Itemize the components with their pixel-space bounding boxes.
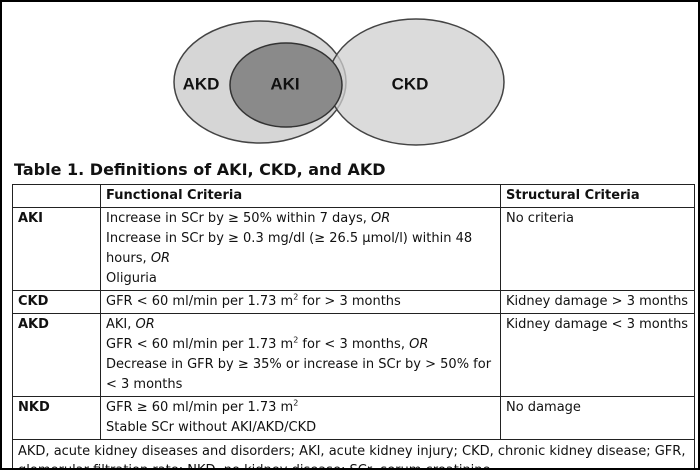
text-run: hours, xyxy=(106,251,151,266)
cell-line: hours, OR xyxy=(106,249,495,269)
text-run: for < 3 months, xyxy=(298,337,410,352)
structural-cell: Kidney damage < 3 months xyxy=(500,313,695,397)
cell-line: No criteria xyxy=(506,209,689,229)
header-row: Functional Criteria Structural Criteria xyxy=(12,184,695,208)
text-run: GFR ≥ 60 ml/min per 1.73 m xyxy=(106,400,294,415)
cell-line: GFR ≥ 60 ml/min per 1.73 m2 xyxy=(106,398,495,418)
cell-line: No damage xyxy=(506,398,689,418)
definitions-table: Functional Criteria Structural Criteria AK… xyxy=(12,184,695,468)
row-label: AKI xyxy=(12,207,101,291)
venn-label: AKI xyxy=(270,74,299,93)
structural-cell: Kidney damage > 3 months xyxy=(500,290,695,314)
text-run: No damage xyxy=(506,400,581,415)
footnote-row: AKD, acute kidney diseases and disorders… xyxy=(12,439,695,468)
cell-line: Kidney damage > 3 months xyxy=(506,292,689,312)
text-run: Decrease in GFR by ≥ 35% or increase in … xyxy=(106,357,492,372)
text-run: < 3 months xyxy=(106,377,183,392)
functional-cell: Increase in SCr by ≥ 50% within 7 days, … xyxy=(100,207,501,291)
superscript: 2 xyxy=(293,335,299,345)
header-cell: Structural Criteria xyxy=(500,184,695,208)
venn-diagram: AKD AKI CKD xyxy=(173,18,505,146)
text-run: Kidney damage < 3 months xyxy=(506,317,689,332)
cell-line: Increase in SCr by ≥ 0.3 mg/dl (≥ 26.5 µ… xyxy=(106,229,495,249)
text-run: for > 3 months xyxy=(298,294,401,309)
italic-run: OR xyxy=(150,251,171,266)
superscript: 2 xyxy=(293,292,299,302)
venn-label: CKD xyxy=(392,74,429,93)
cell-line: Kidney damage < 3 months xyxy=(506,315,689,335)
text-run: No criteria xyxy=(506,211,574,226)
superscript: 2 xyxy=(293,398,299,408)
cell-line: < 3 months xyxy=(106,375,495,395)
text-run: GFR < 60 ml/min per 1.73 m xyxy=(106,294,294,309)
text-run: Oliguria xyxy=(106,271,157,286)
table-row: NKD GFR ≥ 60 ml/min per 1.73 m2 Stable SCr… xyxy=(12,396,695,440)
row-label: NKD xyxy=(12,396,101,440)
table-title: Table 1. Definitions of AKI, CKD, and AK… xyxy=(14,160,386,179)
structural-cell: No criteria xyxy=(500,207,695,291)
venn-label: AKD xyxy=(183,74,220,93)
table-row: AKI Increase in SCr by ≥ 50% within 7 day… xyxy=(12,207,695,291)
cell-line: Decrease in GFR by ≥ 35% or increase in … xyxy=(106,355,495,375)
text-run: Increase in SCr by ≥ 50% within 7 days, xyxy=(106,211,371,226)
functional-cell: GFR ≥ 60 ml/min per 1.73 m2 Stable SCr wi… xyxy=(100,396,501,440)
structural-cell: No damage xyxy=(500,396,695,440)
table-row: AKD AKI, OR GFR < 60 ml/min per 1.73 m2 fo… xyxy=(12,313,695,397)
cell-line: Stable SCr without AKI/AKD/CKD xyxy=(106,418,495,438)
footnote: AKD, acute kidney diseases and disorders… xyxy=(12,439,695,468)
header-cell xyxy=(12,184,101,208)
functional-cell: AKI, OR GFR < 60 ml/min per 1.73 m2 for <… xyxy=(100,313,501,397)
cell-line: Increase in SCr by ≥ 50% within 7 days, … xyxy=(106,209,495,229)
text-run: GFR < 60 ml/min per 1.73 m xyxy=(106,337,294,352)
text-run: Kidney damage > 3 months xyxy=(506,294,689,309)
functional-cell: GFR < 60 ml/min per 1.73 m2 for > 3 mont… xyxy=(100,290,501,314)
cell-line: GFR < 60 ml/min per 1.73 m2 for < 3 mont… xyxy=(106,335,495,355)
text-run: Increase in SCr by ≥ 0.3 mg/dl (≥ 26.5 µ… xyxy=(106,231,473,246)
cell-line: AKI, OR xyxy=(106,315,495,335)
text-run: Stable SCr without AKI/AKD/CKD xyxy=(106,420,317,435)
header-cell: Functional Criteria xyxy=(100,184,501,208)
italic-run: OR xyxy=(370,211,391,226)
italic-run: OR xyxy=(135,317,155,332)
aki-ellipse xyxy=(229,42,343,128)
cell-line: Oliguria xyxy=(106,269,495,289)
text-run: AKI, xyxy=(106,317,136,332)
row-label: AKD xyxy=(12,313,101,397)
italic-run: OR xyxy=(409,337,429,352)
cell-line: GFR < 60 ml/min per 1.73 m2 for > 3 mont… xyxy=(106,292,495,312)
row-label: CKD xyxy=(12,290,101,314)
table-row: CKD GFR < 60 ml/min per 1.73 m2 for > 3 m… xyxy=(12,290,695,314)
